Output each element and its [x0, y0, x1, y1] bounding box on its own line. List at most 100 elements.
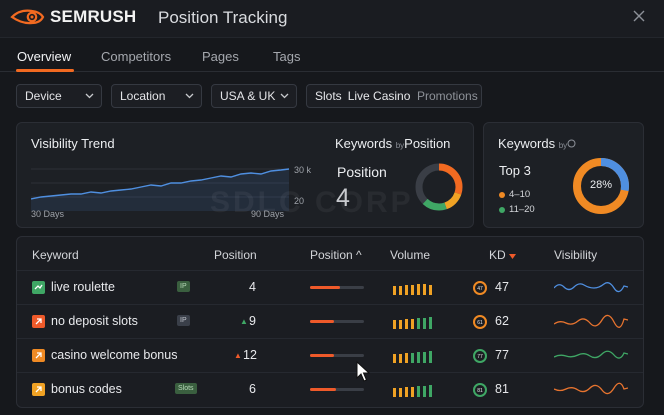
slots-filter[interactable]: Slots Live Casino [306, 84, 482, 108]
legend-item: 4–10 [499, 189, 530, 200]
legend-item: 11–20 [499, 204, 535, 215]
header-position[interactable]: Position [214, 248, 257, 262]
keyword-name[interactable]: casino welcome bonus [51, 348, 178, 362]
table-row[interactable]: bonus codes Slots 6 81 81 [17, 372, 643, 406]
keywords-position-title-by: by [395, 141, 405, 150]
legend-label: 11–20 [509, 204, 535, 215]
region-label: USA & UK [220, 89, 276, 103]
keyword-name[interactable]: no deposit slots [51, 314, 138, 328]
position-value: 4 [336, 184, 350, 212]
position-bar-fill [310, 320, 334, 323]
mouse-cursor-icon [356, 361, 370, 382]
brand-name: SEMRUSH [50, 7, 137, 26]
keywords-position-title-sub: Position [404, 136, 451, 151]
table-row[interactable]: no deposit slots IP ▲ 9 61 62 [17, 304, 643, 338]
header-kd[interactable]: KD [489, 248, 517, 262]
position-change-up: ▲ [234, 351, 242, 360]
top3-donut [573, 158, 629, 214]
serp-feature-badge: IP [177, 315, 190, 326]
visibility-sparkline [554, 350, 628, 359]
tab-competitors[interactable]: Competitors [101, 49, 172, 64]
volume-bars [393, 284, 432, 295]
position-bar-fill [310, 388, 336, 391]
location-dropdown[interactable]: Location [111, 84, 202, 108]
position-value: 4 [249, 280, 256, 294]
donut-center-value: 28% [590, 179, 613, 191]
position-label: Position [337, 164, 387, 180]
keyword-name[interactable]: bonus codes [51, 382, 122, 396]
svg-text:61: 61 [477, 320, 483, 326]
chevron-down-icon [85, 93, 94, 99]
active-tab-indicator [16, 69, 74, 72]
serp-feature-badge: Slots [175, 383, 197, 394]
kd-ring: 61 [473, 315, 487, 329]
device-label: Device [25, 89, 62, 103]
kd-ring: 81 [473, 383, 487, 397]
tab-pages[interactable]: Pages [202, 49, 239, 64]
tab-tags[interactable]: Tags [273, 49, 301, 64]
position-bar [310, 320, 364, 323]
svg-text:77: 77 [477, 354, 483, 360]
keyword-name[interactable]: live roulette [51, 280, 115, 294]
visibility-sparkline [554, 282, 628, 293]
keywords-position-title: Keywords byPosition [335, 136, 450, 151]
header-volume[interactable]: Volume [390, 248, 431, 262]
volume-bars [393, 351, 432, 363]
keyword-trend-icon [32, 281, 45, 294]
semrush-flame-icon [10, 9, 45, 25]
visibility-sparkline [554, 382, 628, 395]
position-donut [415, 163, 463, 211]
visibility-sparkline [554, 314, 628, 328]
header-keyword[interactable]: Keyword [32, 248, 79, 262]
visibility-trend-chart [31, 168, 290, 211]
legend-dot-green [499, 206, 505, 213]
keywords-by-title-by: by [558, 141, 568, 150]
kd-ring: 77 [473, 349, 487, 363]
table-row[interactable]: live roulette IP 4 47 47 [17, 270, 643, 304]
tab-bar: Overview Competitors Pages Tags [0, 38, 664, 72]
header-visibility[interactable]: Visibility [554, 248, 598, 262]
slots-value[interactable]: Live Casino [347, 89, 411, 103]
visibility-line [31, 168, 290, 200]
position-value: 12 [243, 348, 257, 362]
svg-text:81: 81 [477, 388, 483, 394]
y-axis-top: 30 k [294, 165, 312, 175]
keywords-by-card: Keywords by Top 3 4–10 11–20 28% [483, 122, 644, 228]
position-change-up: ▲ [240, 317, 248, 326]
volume-bars [393, 317, 432, 329]
top3-label: Top 3 [499, 163, 531, 178]
close-icon[interactable] [631, 8, 647, 24]
kd-value: 47 [495, 280, 509, 294]
y-axis-bottom: 20 [294, 196, 305, 206]
serp-feature-badge: IP [177, 281, 190, 292]
kd-value: 77 [495, 348, 509, 362]
promotions-filter[interactable]: Promotions [417, 89, 478, 103]
sort-down-icon [509, 254, 517, 259]
svg-text:47: 47 [477, 286, 483, 292]
table-row[interactable]: casino welcome bonus ▲ 12 77 77 [17, 338, 643, 372]
device-dropdown[interactable]: Device [16, 84, 102, 108]
semrush-logo[interactable]: SEMRUSH [10, 7, 136, 27]
position-bar [310, 388, 364, 391]
position-value: 9 [249, 314, 256, 328]
x-axis-right: 90 Days [251, 209, 285, 219]
visibility-card: Visibility Trend 30 k 20 30 Days 90 Days… [16, 122, 474, 228]
volume-bars [393, 385, 432, 397]
position-bar-fill [310, 286, 340, 289]
keyword-arrow-icon [32, 315, 45, 328]
header-kd-label: KD [489, 248, 506, 262]
position-bar-fill [310, 354, 334, 357]
legend-label: 4–10 [509, 189, 531, 200]
keywords-position-title-main: Keywords [335, 136, 393, 151]
location-label: Location [120, 89, 166, 103]
top-bar: SEMRUSH Position Tracking [0, 0, 664, 38]
tab-overview[interactable]: Overview [17, 49, 72, 64]
legend-dot-orange [499, 191, 505, 198]
header-position-sort[interactable]: Position ^ [310, 248, 362, 262]
x-axis-left: 30 Days [31, 209, 65, 219]
chevron-down-icon [185, 93, 194, 99]
visibility-title: Visibility Trend [31, 136, 115, 151]
page-title: Position Tracking [158, 8, 288, 27]
region-dropdown[interactable]: USA & UK [211, 84, 297, 108]
position-bar [310, 354, 364, 357]
